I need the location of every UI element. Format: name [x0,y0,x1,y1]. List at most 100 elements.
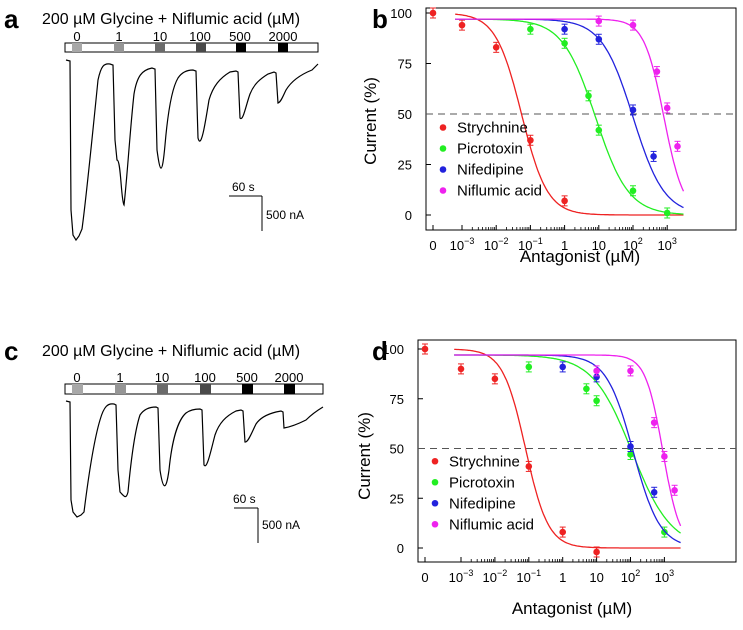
conc-label: 10 [155,370,169,385]
x-tick-label: 10 [589,570,603,585]
chart-d: Current (%) Antagonist (µM) 0 25 50 75 100 0 1… [355,339,737,618]
data-point [491,375,499,383]
fit-curve-niflumic-acid [454,354,682,527]
legend-label: Strychnine [457,120,528,137]
legend-marker [431,478,439,486]
y-axis-title: Current (%) [361,77,380,165]
conc-label: 1 [115,29,122,44]
y-tick-label: 25 [390,491,404,506]
data-point [525,463,533,470]
application-block [155,43,165,52]
data-point [595,17,603,25]
data-point [629,21,637,29]
data-point [561,25,568,33]
y-tick-label: 100 [390,6,412,21]
x-tick-label: 10−3 [450,236,475,253]
x-tick-label: 10−1 [516,568,541,585]
legend-marker [439,166,447,173]
legend-label: Nifedipine [449,495,516,512]
legend-marker [439,145,447,152]
application-block [196,43,206,52]
data-point [559,528,566,536]
data-point [492,44,500,51]
conc-label: 500 [229,29,251,44]
data-point [525,363,533,371]
x-axis-title: Antagonist (µM) [512,599,632,618]
application-blocks-c [72,384,295,394]
conc-label: 0 [73,370,80,385]
y-axis-title: Current (%) [355,412,374,500]
data-point [593,367,600,375]
application-block [114,43,124,52]
data-point [627,451,634,458]
data-point [663,104,671,112]
x-tick-label: 102 [623,236,642,253]
application-block [115,384,126,394]
panel-d: d Current (%) Antagonist (µM) 0255075100… [355,336,737,618]
conc-labels-c: 0 1 10 100 500 2000 [73,370,303,385]
current-trace-a [65,59,319,242]
conc-label: 100 [189,29,211,44]
data-point [595,126,603,134]
panel-letter-c: c [4,336,18,366]
data-point [429,9,437,17]
conc-label: 100 [194,370,216,385]
legend-marker [439,187,447,194]
legend-label: Nifedipine [457,162,524,179]
legend-marker [439,124,447,131]
application-blocks-a [72,43,288,52]
panel-letter-b: b [372,4,388,34]
data-point [650,419,658,426]
panel-letter-a: a [4,4,19,34]
x-tick-label: 0 [421,570,428,585]
application-block [200,384,211,394]
x-tick-label: 10−1 [518,236,543,253]
legend-label: Picrotoxin [449,474,515,491]
application-block [284,384,295,394]
y-tick-label: 75 [398,57,412,72]
legend-marker [431,499,439,507]
application-block [236,43,246,52]
data-point [593,397,600,405]
traces-title-a: 200 µM Glycine + Niflumic acid (µM) [42,11,300,28]
data-point [661,528,668,536]
data-point [671,486,678,494]
data-point [661,453,668,460]
data-point [561,197,568,205]
x-tick-label: 10−2 [484,236,509,253]
data-point [627,443,634,450]
panel-b: b Current (%) Antagonist (µM) 0255075100… [361,4,737,266]
data-point [650,153,657,160]
fit-curve-strychnine [454,348,681,549]
conc-label: 2000 [269,29,298,44]
x-axis-title: Antagonist (µM) [520,247,640,266]
data-point [650,488,658,496]
y-tick-label: 75 [390,392,404,407]
legend-label: Strychnine [449,453,520,470]
y-tick-label: 100 [382,342,404,357]
x-tick-label: 1 [561,238,568,253]
scale-bar-c: 60 s 500 nA [233,492,300,543]
data-point [627,367,634,375]
conc-label: 0 [73,29,80,44]
panel-c: c 200 µM Glycine + Niflumic acid (µM) 0 … [4,336,324,543]
data-point [674,143,681,150]
traces-title-c: 200 µM Glycine + Niflumic acid (µM) [42,343,300,360]
data-point [527,136,534,144]
conc-label: 2000 [275,370,304,385]
y-tick-label: 0 [405,208,412,223]
panel-a: a 200 µM Glycine + Niflumic acid (µM) 0 … [4,4,319,242]
application-block [157,384,168,394]
panel-letter-d: d [372,336,388,366]
legend-label: Niflumic acid [449,516,534,533]
data-point [663,209,671,217]
legend-marker [431,457,439,465]
scale-bar-time-label: 60 s [232,180,255,194]
application-block [242,384,253,394]
data-point [457,365,465,373]
data-point [559,363,566,371]
scale-bar-current-label: 500 nA [266,208,304,222]
data-point [585,92,592,100]
data-point [629,106,637,114]
fit-curve-nifedipine [455,18,684,209]
